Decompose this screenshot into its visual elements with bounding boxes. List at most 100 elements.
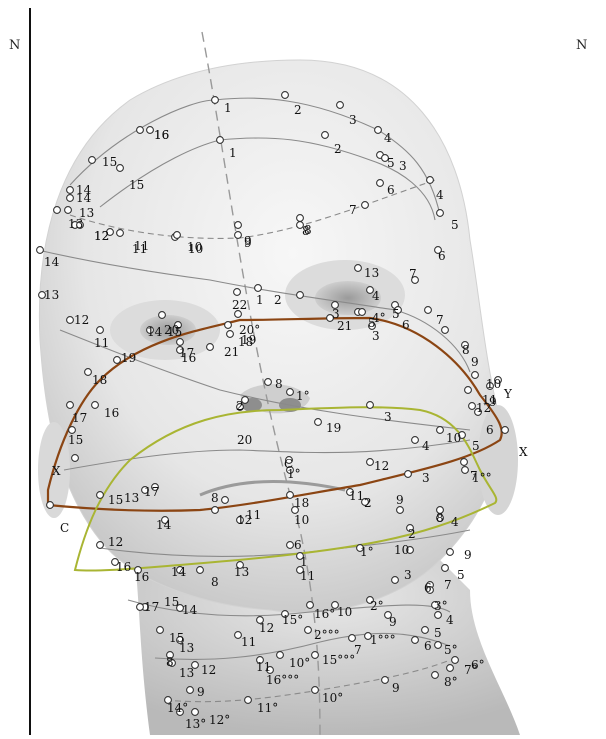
- landmark-point: [176, 346, 184, 354]
- landmark-label: 1°°: [472, 471, 492, 485]
- landmark-label: 7: [444, 578, 452, 592]
- landmark-point: [176, 708, 184, 716]
- landmark-label: X: [519, 445, 528, 459]
- landmark-point: [236, 561, 244, 569]
- landmark-point: [446, 664, 454, 672]
- landmark-point: [156, 626, 164, 634]
- landmark-label: 12: [374, 459, 389, 473]
- landmark-label: 14: [171, 565, 187, 579]
- landmark-point: [46, 501, 54, 509]
- landmark-label: 3: [372, 329, 380, 343]
- landmark-point: [441, 326, 449, 334]
- landmark-label: 16°°°: [266, 673, 299, 687]
- landmark-point: [191, 708, 199, 716]
- landmark-label: 16: [181, 351, 196, 365]
- landmark-label: 14: [76, 191, 92, 205]
- landmark-point: [234, 221, 242, 229]
- landmark-label: 4: [384, 131, 392, 145]
- landmark-point: [411, 636, 419, 644]
- landmark-label: 17: [179, 346, 194, 360]
- landmark-label: 11: [94, 336, 109, 350]
- contour-upper-neck: [127, 599, 451, 617]
- landmark-label: 16: [104, 406, 119, 420]
- landmark-label: 5: [434, 626, 442, 640]
- landmark-point: [321, 131, 329, 139]
- landmark-point: [501, 426, 509, 434]
- landmark-point: [158, 311, 166, 319]
- landmark-label: 13: [44, 288, 59, 302]
- landmark-point: [264, 378, 272, 386]
- landmark-label: 12: [94, 229, 109, 243]
- landmark-label: 12: [108, 535, 123, 549]
- landmark-point: [286, 491, 294, 499]
- landmark-point: [196, 566, 204, 574]
- landmark-point: [468, 402, 476, 410]
- landmark-label: 5: [457, 568, 465, 582]
- landmark-label: X: [52, 464, 61, 478]
- landmark-label: 13: [179, 666, 194, 680]
- landmark-point: [358, 308, 366, 316]
- landmark-point: [281, 610, 289, 618]
- landmark-point: [66, 194, 74, 202]
- landmark-label: 2°: [370, 599, 384, 613]
- landmark-point: [296, 552, 304, 560]
- landmark-point: [91, 401, 99, 409]
- landmark-point: [394, 306, 402, 314]
- landmark-point: [366, 458, 374, 466]
- landmark-point: [111, 558, 119, 566]
- landmark-point: [446, 548, 454, 556]
- landmark-label: 10°: [322, 691, 343, 705]
- landmark-label: 15: [169, 631, 184, 645]
- landmark-point: [366, 286, 374, 294]
- landmark-point: [206, 343, 214, 351]
- landmark-label: 20°: [239, 323, 260, 337]
- landmark-point: [36, 246, 44, 254]
- landmark-point: [426, 176, 434, 184]
- landmark-point: [424, 306, 432, 314]
- landmark-label: 9: [244, 236, 252, 250]
- landmark-point: [211, 96, 219, 104]
- landmark-label: 8°: [444, 675, 458, 689]
- landmark-label: 11: [241, 635, 256, 649]
- landmark-label: 6: [486, 423, 494, 437]
- landmark-point: [436, 209, 444, 217]
- landmark-label: 17: [72, 411, 87, 425]
- corner-label-left: N: [9, 38, 21, 53]
- landmark-label: 15°°°: [322, 653, 355, 667]
- landmark-label: 9: [197, 685, 205, 699]
- landmark-label: 10: [294, 513, 309, 527]
- landmark-label: 7: [436, 313, 444, 327]
- landmark-point: [368, 322, 376, 330]
- landmark-point: [286, 388, 294, 396]
- landmark-point: [436, 426, 444, 434]
- landmark-label: 9: [464, 548, 472, 562]
- contour-brow: [37, 249, 471, 373]
- landmark-label: 11: [134, 239, 149, 253]
- landmark-label: 11: [300, 569, 315, 583]
- landmark-label: 3: [404, 568, 412, 582]
- landmark-label: 13: [124, 491, 139, 505]
- landmark-label: 3: [399, 159, 407, 173]
- landmark-point: [224, 321, 232, 329]
- landmark-point: [406, 546, 414, 554]
- landmark-label: 1°: [360, 545, 374, 559]
- landmark-point: [494, 376, 502, 384]
- landmark-point: [311, 686, 319, 694]
- landmark-markers: [36, 91, 509, 716]
- landmark-label: 10: [394, 543, 409, 557]
- landmark-point: [161, 516, 169, 524]
- landmark-point: [471, 371, 479, 379]
- landmark-label: 15°: [282, 613, 303, 627]
- landmark-point: [406, 524, 414, 532]
- landmark-point: [216, 136, 224, 144]
- landmark-label: 9: [489, 395, 497, 409]
- landmark-label: 5: [451, 218, 459, 232]
- landmark-point: [221, 496, 229, 504]
- landmark-point: [176, 566, 184, 574]
- contour-cheek: [59, 329, 471, 431]
- landmark-label: 8: [462, 343, 470, 357]
- landmark-label: 6: [424, 581, 432, 595]
- landmark-label: 1°: [296, 389, 310, 403]
- landmark-label: 11: [256, 660, 271, 674]
